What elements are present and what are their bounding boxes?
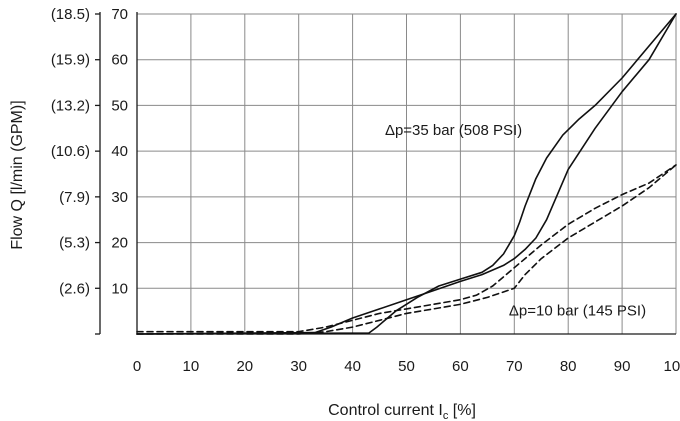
y2-tick-label: (13.2) (51, 97, 90, 114)
annotation-1: Δp=35 bar (508 PSI) (385, 122, 522, 139)
series-line-2 (136, 13, 677, 335)
x-tick-label: 80 (560, 358, 577, 375)
grid (137, 13, 677, 334)
y2-tick-label: (5.3) (59, 235, 90, 252)
x-axis-title-subscript: c (443, 410, 449, 421)
annotation-2: Δp=10 bar (145 PSI) (509, 303, 646, 320)
y-tick-label: 40 (111, 143, 128, 160)
y-axis-title: Flow Q [l/min (GPM)] (9, 100, 26, 249)
series-lines (136, 13, 677, 335)
y2-tick-label: (10.6) (51, 143, 90, 160)
y-tick-labels: 10 20 30 40 50 60 70 (111, 6, 128, 297)
series-line-1 (136, 13, 677, 335)
y2-tick-label: (2.6) (59, 280, 90, 297)
y2-tick-label: (7.9) (59, 189, 90, 206)
x-tick-labels: 0 10 20 30 40 50 60 70 80 90 100 (133, 358, 680, 375)
x-axis-title: Control current Ic [%] (328, 402, 476, 421)
y-tick-label: 10 (111, 280, 128, 297)
y2-tick-labels: (2.6) (5.3) (7.9) (10.6) (13.2) (15.9) (18.5) (51, 6, 90, 297)
x-axis-title-unit: [%] (448, 402, 476, 419)
x-tick-label: 90 (614, 358, 631, 375)
x-tick-label: 40 (344, 358, 361, 375)
y-tick-label: 50 (111, 97, 128, 114)
y-tick-label: 60 (111, 52, 128, 69)
axes (95, 12, 676, 335)
x-tick-label: 30 (290, 358, 307, 375)
x-axis-title-main: Control current I (328, 402, 443, 419)
x-tick-label: 60 (452, 358, 469, 375)
y2-tick-label: (15.9) (51, 52, 90, 69)
x-tick-label: 10 (183, 358, 200, 375)
x-tick-label: 50 (398, 358, 415, 375)
x-tick-label: 70 (506, 358, 523, 375)
annotations: Δp=35 bar (508 PSI) Δp=10 bar (145 PSI) (385, 122, 646, 320)
x-tick-label: 20 (236, 358, 253, 375)
y2-tick-label: (18.5) (51, 6, 90, 23)
x-tick-label: 0 (133, 358, 141, 375)
y-tick-label: 20 (111, 235, 128, 252)
series-line-4 (136, 164, 677, 335)
y-tick-label: 70 (111, 6, 128, 23)
series-line-3 (136, 164, 677, 333)
x-tick-label: 100 (663, 358, 680, 375)
y-tick-label: 30 (111, 189, 128, 206)
